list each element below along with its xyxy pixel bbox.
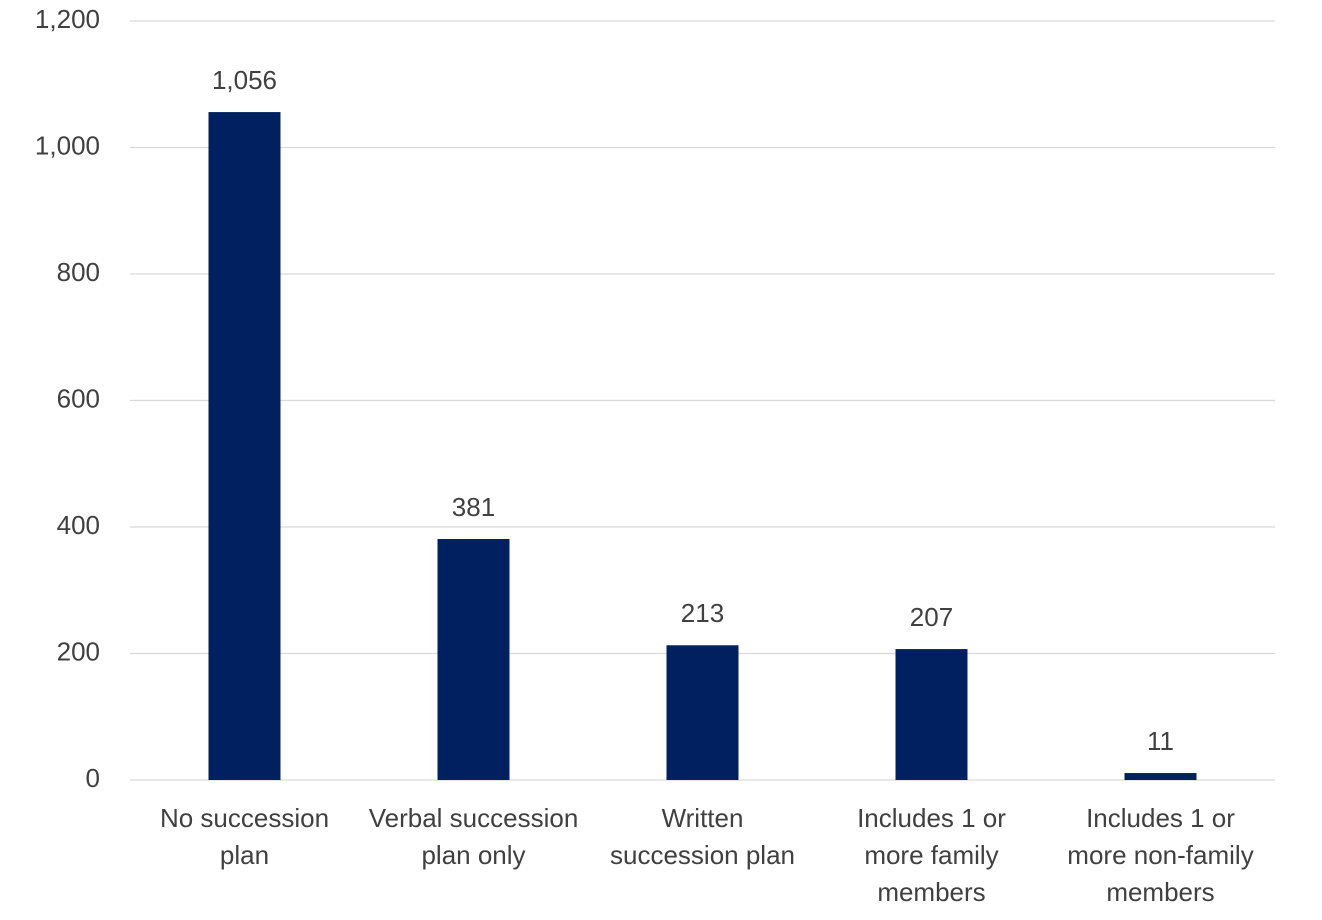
- y-tick-label: 600: [57, 383, 100, 413]
- bar: [1124, 773, 1197, 780]
- y-tick-label: 1,000: [35, 130, 100, 160]
- x-tick-label: Includes 1 or more family members: [857, 803, 1006, 907]
- x-tick-label: Verbal succession plan only: [368, 803, 579, 870]
- x-tick-label: Written succession plan: [610, 803, 795, 870]
- bar: [895, 649, 968, 780]
- value-label: 207: [910, 602, 953, 632]
- value-label: 11: [1147, 726, 1174, 756]
- value-label: 1,056: [212, 65, 277, 95]
- x-tick-label: No succession plan: [159, 803, 330, 870]
- bar: [666, 645, 739, 780]
- y-tick-label: 400: [57, 510, 100, 540]
- y-tick-label: 0: [86, 763, 100, 793]
- value-label: 381: [452, 492, 495, 522]
- y-tick-label: 800: [57, 257, 100, 287]
- x-tick-label: Includes 1 or more non-family members: [1067, 803, 1254, 907]
- y-tick-label: 1,200: [35, 4, 100, 34]
- value-label: 213: [681, 598, 724, 628]
- y-tick-label: 200: [57, 636, 100, 666]
- bar: [208, 112, 281, 780]
- bar: [437, 539, 510, 780]
